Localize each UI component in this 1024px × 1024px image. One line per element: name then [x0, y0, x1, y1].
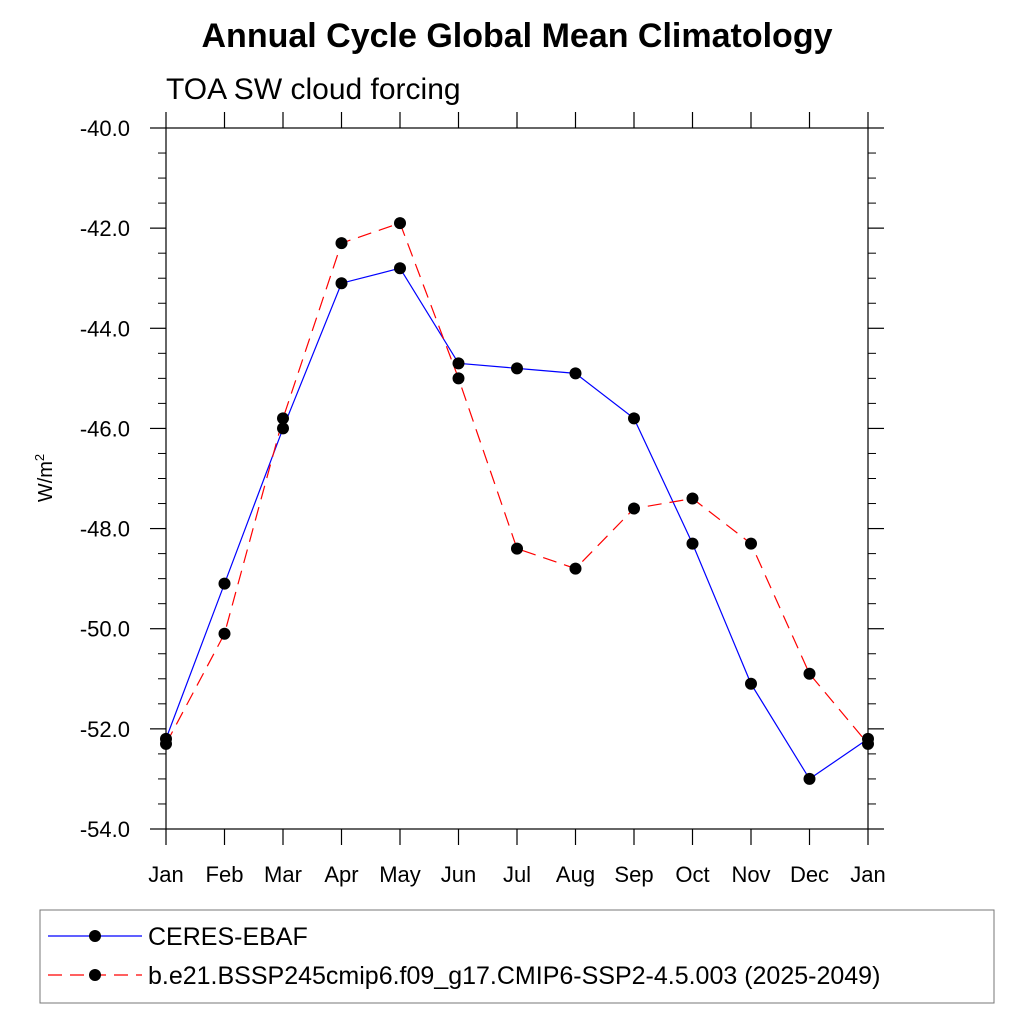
legend-marker — [89, 969, 101, 981]
x-tick-label: Sep — [614, 862, 653, 887]
data-point — [335, 277, 348, 290]
x-tick-label: Jul — [503, 862, 531, 887]
y-tick-label: -46.0 — [80, 416, 130, 441]
data-point — [745, 677, 757, 690]
x-tick-label: May — [379, 862, 421, 887]
data-point — [745, 537, 757, 550]
x-tick-label: Apr — [324, 862, 358, 887]
data-series — [160, 217, 874, 785]
series-line — [165, 267, 869, 780]
legend-label: b.e21.BSSP245cmip6.f09_g17.CMIP6-SSP2-4.… — [148, 962, 880, 990]
data-point — [277, 422, 289, 435]
legend-box — [39, 909, 995, 1004]
data-point — [511, 542, 523, 555]
y-tick-label: -40.0 — [80, 116, 130, 141]
data-point — [628, 502, 640, 515]
x-tick-label: Oct — [675, 862, 709, 887]
data-point — [862, 737, 874, 750]
y-axis-label: W/m2 — [32, 454, 57, 502]
x-tick-label: Mar — [264, 862, 302, 887]
x-tick-label: Feb — [206, 862, 244, 887]
chart-title: Annual Cycle Global Mean Climatology — [202, 17, 833, 55]
chart-subtitle: TOA SW cloud forcing — [166, 73, 461, 106]
data-point — [394, 217, 406, 230]
legend-label: CERES-EBAF — [148, 923, 308, 951]
data-point — [569, 367, 582, 380]
x-tick-label: Jan — [148, 862, 183, 887]
data-point — [686, 492, 699, 505]
data-point — [803, 667, 816, 680]
data-point — [452, 357, 465, 370]
axis-ticks — [150, 112, 884, 845]
y-tick-label: -44.0 — [80, 316, 130, 341]
data-point — [803, 772, 816, 785]
plot-frame — [165, 127, 869, 830]
x-tick-label: Aug — [556, 862, 595, 887]
legend-marker — [89, 930, 101, 942]
data-point — [394, 262, 406, 275]
y-tick-labels: -54.0 -52.0 -50.0 -48.0 -46.0 -44.0 -42.0 -40.0 — [80, 116, 130, 842]
x-tick-label: Nov — [731, 862, 770, 887]
x-tick-label: Jan — [850, 862, 885, 887]
data-point — [511, 362, 523, 375]
data-point — [569, 562, 582, 575]
series-line — [165, 222, 869, 745]
x-tick-label: Dec — [790, 862, 829, 887]
y-tick-label: -54.0 — [80, 817, 130, 842]
x-tick-labels: Jan Feb Mar Apr May Jun Jul Aug Sep Oct Nov Dec Jan — [148, 862, 885, 887]
y-tick-label: -48.0 — [80, 517, 130, 542]
data-point — [335, 237, 348, 250]
data-point — [686, 537, 699, 550]
legend: CERES-EBAF b.e21.BSSP245cmip6.f09_g17.CMI… — [48, 923, 880, 990]
x-tick-label: Jun — [441, 862, 476, 887]
data-point — [218, 577, 231, 590]
data-point — [628, 412, 640, 425]
y-tick-label: -52.0 — [80, 717, 130, 742]
y-tick-label: -42.0 — [80, 216, 130, 241]
data-point — [277, 412, 289, 425]
data-point — [160, 737, 172, 750]
data-point — [452, 372, 465, 385]
data-point — [218, 627, 231, 640]
y-tick-label: -50.0 — [80, 617, 130, 642]
